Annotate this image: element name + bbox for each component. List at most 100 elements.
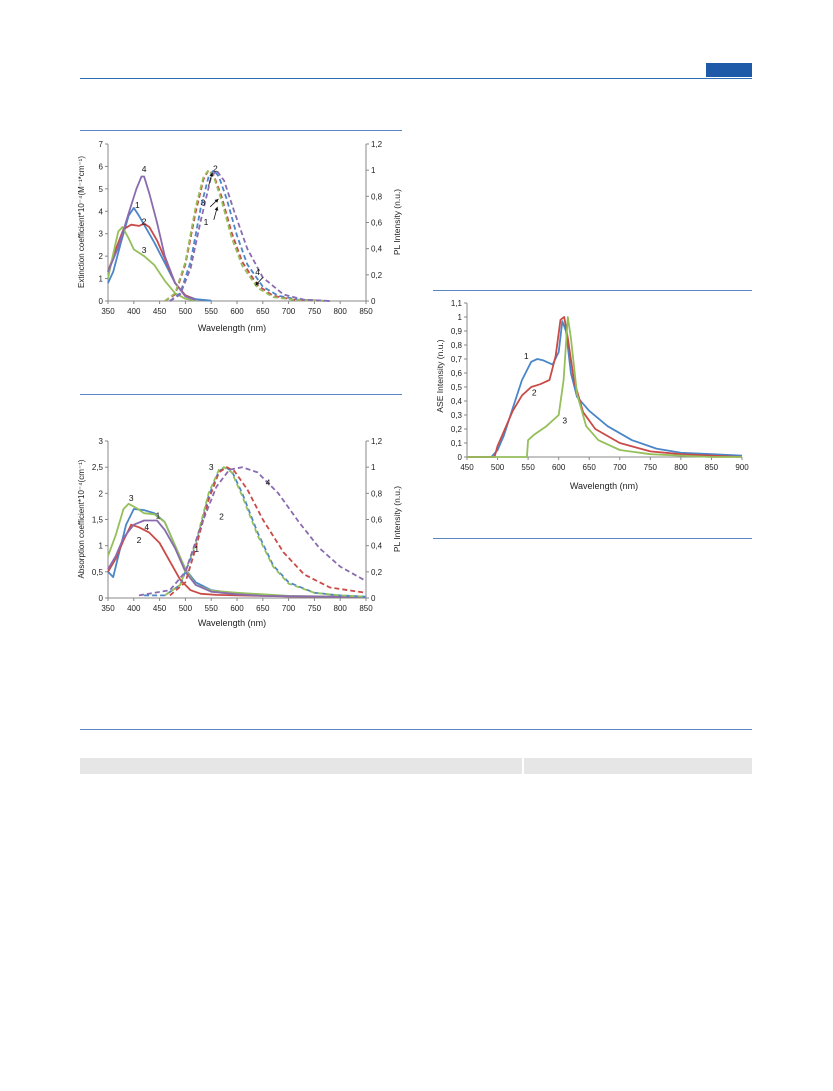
x-tick-label: 700 [282,604,296,613]
y2-tick-label: 1 [371,463,376,472]
y-tick-label: 0,6 [451,369,463,378]
series-line-4-pl [138,466,367,597]
y-tick-label: 2 [99,252,104,261]
y-tick-label: 0,5 [92,568,104,577]
y2-tick-label: 0,2 [371,271,383,280]
ylabel: ASE Intensity (n.u.) [435,339,445,412]
y-tick-label: 0,5 [451,383,463,392]
figure-top-rule-3 [433,290,752,291]
y-tick-label: 1,1 [451,299,463,308]
series-line-3 [107,502,367,598]
plot-area: 450 500 550 600 650 700 750 800 850 900 0 0,1 0,2 0,3… [451,299,749,472]
y-tick-label: 3 [99,230,104,239]
series-line-1-pl [144,466,367,598]
y-tick-label: 2 [99,489,104,498]
y2-tick-label: 1,2 [371,437,383,446]
y2-tick-label: 0,6 [371,516,383,525]
x-tick-label: 850 [359,604,373,613]
y-tick-label: 0 [458,453,463,462]
series-line-1 [107,207,212,302]
x-tick-label: 750 [644,463,658,472]
ylabel: Absorption coefficient*10⁻⁴(cm⁻¹) [77,459,86,578]
series-line-3-pl [164,169,325,302]
x-tick-label: 600 [230,307,244,316]
y-tick-label: 5 [99,185,104,194]
curve-label: 1 [194,544,199,554]
x-tick-label: 650 [256,307,270,316]
chart-extinction: 350 400 450 500 550 600 650 700 750 800 8500123456… [77,140,402,333]
y-tick-label: 0,4 [451,397,463,406]
curve-label: 1 [524,351,529,361]
table-header-divider [522,758,524,774]
curve-label: 4 [255,267,260,277]
y-tick-label: 1 [99,275,104,284]
x-tick-label: 750 [308,307,322,316]
y2-tick-label: 0 [371,594,376,603]
x-tick-label: 550 [521,463,535,472]
y2-tick-label: 1 [371,166,376,175]
y2label: PL Intensity (n.u.) [392,486,402,552]
y-tick-label: 1 [99,542,104,551]
curve-label: 3 [201,197,206,207]
series-line-1 [467,320,743,458]
curve-label: 2 [142,217,147,227]
x-tick-label: 900 [735,463,749,472]
y2-tick-label: 0,8 [371,489,383,498]
x-tick-label: 550 [205,307,219,316]
y-tick-label: 0 [99,297,104,306]
figure-top-rule-2 [80,394,402,395]
y2-tick-label: 0,6 [371,219,383,228]
curve-label: 4 [144,522,149,532]
x-tick-label: 700 [613,463,627,472]
x-tick-label: 400 [127,307,141,316]
annotation-arrowhead [214,206,219,211]
x-tick-label: 400 [127,604,141,613]
curve-label: 2 [213,163,218,173]
x-tick-label: 500 [179,604,193,613]
xlabel: Wavelength (nm) [198,618,266,628]
curve-label: 2 [137,535,142,545]
y2label: PL Intensity (n.u.) [392,189,402,255]
y-tick-label: 0,8 [451,341,463,350]
y-tick-label: 0,9 [451,327,463,336]
x-tick-label: 750 [308,604,322,613]
x-tick-label: 650 [256,604,270,613]
figure-bottom-rule-3 [433,538,752,539]
y-tick-label: 1 [458,313,463,322]
x-tick-label: 850 [359,307,373,316]
chart-ase: 450 500 550 600 650 700 750 800 850 900 0 0,1 0,2 0,3… [435,299,749,491]
curve-label: 4 [266,477,271,487]
curve-label: 1 [204,217,209,227]
series-line-4 [107,519,367,598]
plot-area: 350 400 450 500 550 600 650 700 750 800 8500123456… [99,140,383,316]
header-badge [706,63,752,77]
x-tick-label: 450 [153,307,167,316]
y2-tick-label: 0,8 [371,192,383,201]
y2-tick-label: 0 [371,297,376,306]
x-tick-label: 350 [101,604,115,613]
x-tick-label: 650 [583,463,597,472]
x-tick-label: 500 [491,463,505,472]
x-tick-label: 500 [179,307,193,316]
x-tick-label: 800 [334,604,348,613]
x-tick-label: 600 [230,604,244,613]
curve-label: 3 [142,245,147,255]
x-tick-label: 350 [101,307,115,316]
y-tick-label: 0,3 [451,411,463,420]
y-tick-label: 1,5 [92,516,104,525]
series-line-2 [467,316,743,458]
y-tick-label: 0,1 [451,439,463,448]
series-line-3 [467,316,742,458]
series-line-2-pl [169,466,367,597]
curve-label: 1 [135,200,140,210]
series-line-2-pl [164,169,325,302]
header-rule [80,78,752,79]
x-tick-label: 550 [205,604,219,613]
y-tick-label: 0,7 [451,355,463,364]
x-tick-label: 700 [282,307,296,316]
y-tick-label: 7 [99,140,104,149]
y2-tick-label: 0,4 [371,542,383,551]
plot-area: 350 400 450 500 550 600 650 700 750 800 85000,511,… [92,437,383,613]
curve-label: 1 [156,510,161,520]
x-tick-label: 450 [460,463,474,472]
